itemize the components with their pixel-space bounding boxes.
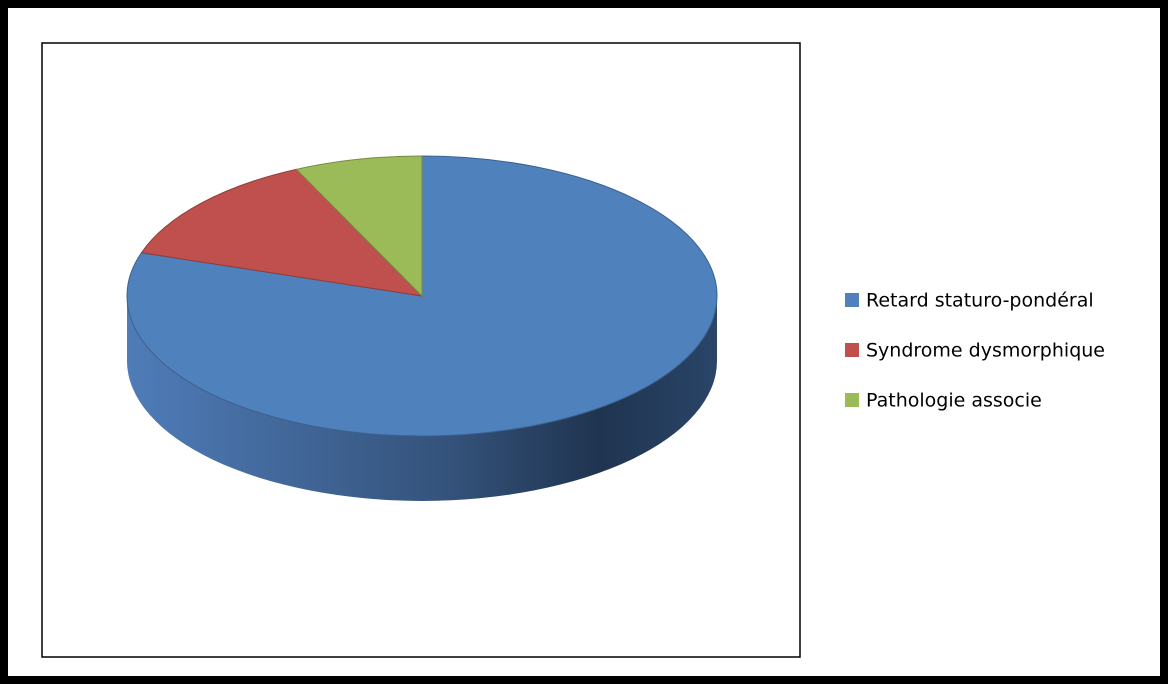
legend-label: Retard staturo-pondéral	[866, 290, 1094, 312]
slice	[140, 168, 424, 297]
legend-swatch	[845, 393, 859, 407]
slice-side	[127, 296, 717, 501]
pie	[126, 155, 718, 501]
legend-swatch	[845, 293, 859, 307]
legend-swatch	[845, 343, 859, 357]
slice	[295, 155, 423, 298]
legend-label: Syndrome dysmorphique	[866, 340, 1105, 362]
legend: Retard staturo-pondéral Syndrome dysmorph…	[845, 290, 1105, 412]
legend-label: Pathologie associe	[866, 390, 1042, 412]
